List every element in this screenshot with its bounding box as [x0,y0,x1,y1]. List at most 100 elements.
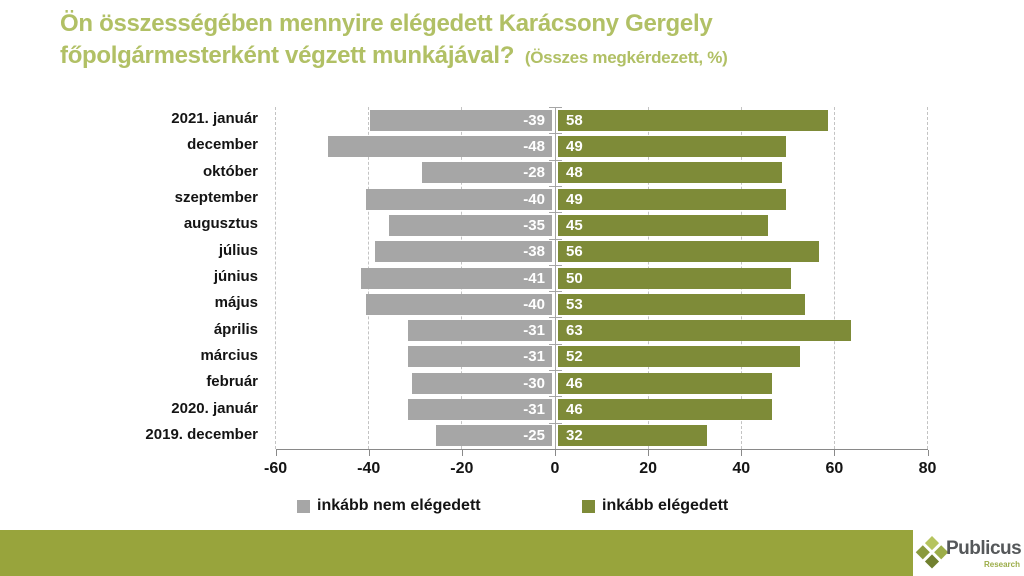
gridline [275,107,277,449]
gridline [927,107,929,449]
bar-value-negative: -25 [523,427,545,445]
bar-value-positive: 46 [566,374,583,392]
chart-title-line1: Ön összességében mennyire elégedett Kará… [60,10,713,37]
category-axis-tick [549,370,562,372]
category-axis-tick [549,317,562,319]
legend-swatch-gray [297,499,310,513]
category-axis-tick [549,185,562,187]
bar-satisfied: 32 [558,425,708,447]
legend-item-satisfied: inkább elégedett [582,497,728,515]
bar-dissatisfied: -31 [407,346,552,368]
category-label: 2019. december [145,425,258,443]
bar-value-positive: 56 [566,243,583,261]
legend-item-dissatisfied: inkább nem elégedett [297,497,481,515]
bar-dissatisfied: -40 [365,293,552,315]
category-label: szeptember [174,189,258,207]
category-axis-tick [549,343,562,345]
bar-value-positive: 45 [566,216,583,234]
x-tick-label: 0 [550,460,560,477]
bar-satisfied: 46 [558,372,773,394]
x-tick-label: -40 [357,460,381,477]
publicus-logo: Publicus Research [913,530,1024,576]
category-axis-line [555,107,556,449]
bar-value-negative: -31 [523,348,545,366]
bar-value-positive: 46 [566,401,583,419]
chart-title: Ön összességében mennyire elégedett Kará… [60,8,1000,74]
bar-value-negative: -41 [523,269,545,287]
bar-value-negative: -48 [523,137,545,155]
category-label: június [213,268,258,285]
bar-value-positive: 32 [566,427,583,445]
bar-value-positive: 63 [566,322,583,340]
x-tick-label: 40 [732,460,751,477]
category-axis-tick [549,133,562,135]
legend-label-satisfied: inkább elégedett [602,497,729,514]
bar-dissatisfied: -41 [361,267,552,289]
category-label: augusztus [183,215,258,233]
category-axis-tick [549,159,562,161]
bar-value-negative: -31 [523,322,545,340]
category-axis-tick [549,422,562,424]
brand-name: Publicus [946,538,1022,559]
category-label: október [202,162,258,180]
category-label: július [218,241,258,259]
bar-satisfied: 50 [558,267,791,289]
bar-satisfied: 45 [558,214,768,236]
x-axis-tick [555,450,556,456]
bar-dissatisfied: -31 [407,320,552,342]
bar-value-positive: 48 [566,164,583,182]
category-label: május [214,294,258,312]
category-axis-tick [549,396,562,398]
x-axis-tick [927,450,929,456]
category-axis-tick [549,291,562,293]
bar-value-positive: 52 [566,348,583,366]
bar-dissatisfied: -48 [328,135,552,157]
chart-title-note: (Összes megkérdezett, %) [524,48,728,67]
bar-dissatisfied: -30 [412,372,552,394]
x-axis-tick [368,450,370,456]
bar-dissatisfied: -38 [375,241,552,263]
x-tick-label: -60 [264,460,288,477]
category-label: március [200,346,258,364]
x-tick-label: 60 [825,460,844,477]
bar-value-positive: 49 [566,137,583,155]
bar-dissatisfied: -28 [421,162,552,184]
category-axis-tick [549,107,562,108]
bar-value-positive: 49 [566,190,583,208]
x-tick-label: 20 [639,460,658,477]
category-label: december [187,136,258,154]
diamond-bottom [924,554,940,569]
bar-value-positive: 58 [566,111,583,129]
bar-dissatisfied: -31 [407,399,552,421]
bar-value-negative: -28 [523,164,545,182]
brand-subtitle: Research [983,560,1020,569]
bar-satisfied: 52 [558,346,801,368]
bar-value-positive: 50 [566,269,583,287]
x-axis-tick [834,450,836,456]
legend-swatch-green [582,499,595,513]
bar-dissatisfied: -35 [389,214,552,236]
bar-satisfied: 46 [558,399,773,421]
bar-satisfied: 58 [558,109,829,131]
bar-value-negative: -40 [523,295,545,313]
bar-satisfied: 48 [558,162,782,184]
bar-value-negative: -39 [523,111,545,129]
category-axis-tick [549,238,562,240]
bar-satisfied: 49 [558,135,787,157]
x-axis-line [275,449,928,450]
gridline [833,107,835,449]
category-label: február [206,373,258,391]
x-tick-label: 80 [918,460,937,477]
x-axis-tick [275,450,277,456]
bar-dissatisfied: -40 [365,188,552,210]
bar-satisfied: 49 [558,188,787,210]
bar-value-positive: 53 [566,295,583,313]
publicus-diamond-icon [915,536,949,570]
bar-satisfied: 56 [558,241,819,263]
bar-dissatisfied: -39 [370,109,552,131]
chart-title-line2: főpolgármesterként végzett munkájával? [60,42,515,69]
x-axis-tick [648,450,650,456]
category-axis-tick [549,212,562,214]
category-axis-tick [549,264,562,266]
